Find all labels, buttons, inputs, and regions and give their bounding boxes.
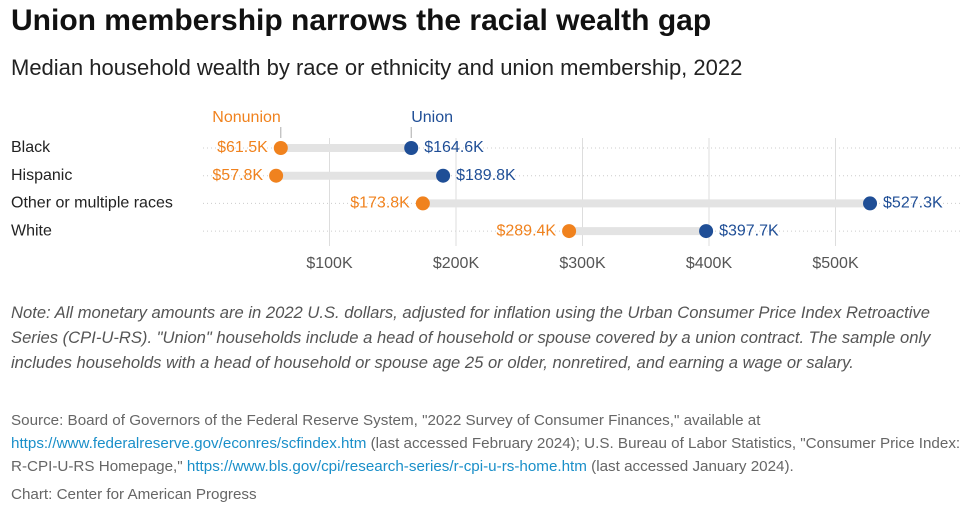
source-link[interactable]: https://www.bls.gov/cpi/research-series/… (186, 458, 587, 475)
x-tick-label: $100K (306, 255, 353, 272)
dot (699, 224, 714, 239)
category-label: White (11, 222, 52, 239)
value-label: $527.3K (883, 195, 943, 212)
value-label: $289.4K (496, 222, 556, 239)
x-tick-label: $500K (812, 255, 859, 272)
value-label: $164.6K (424, 139, 484, 156)
category-label: Other or multiple races (11, 195, 173, 212)
value-label: $189.8K (456, 167, 516, 184)
source-link[interactable]: https://www.federalreserve.gov/econres/s… (11, 435, 367, 452)
chart-title: Union membership narrows the racial weal… (11, 4, 712, 37)
value-label: $61.5K (217, 139, 268, 156)
dot (269, 168, 284, 183)
legend-label: Union (411, 109, 453, 126)
x-tick-label: $300K (559, 255, 606, 272)
credit: Chart: Center for American Progress (11, 486, 257, 503)
dot (863, 196, 878, 211)
dot (273, 141, 288, 155)
value-label: $397.7K (719, 222, 779, 239)
x-tick-label: $200K (433, 255, 480, 272)
source-text: (last accessed February 2024); U.S. Bure… (11, 435, 961, 475)
dot (415, 196, 430, 211)
source: Source: Board of Governors of the Federa… (11, 409, 971, 478)
value-label: $57.8K (212, 167, 263, 184)
chart: $100K $200K $300K $400K $500K Nonunion Union Bl… (11, 109, 962, 272)
value-label: $173.8K (350, 195, 410, 212)
x-tick-label: $400K (686, 255, 733, 272)
dot (404, 141, 419, 155)
dot (562, 224, 577, 239)
category-label: Hispanic (11, 167, 72, 184)
category-label: Black (11, 139, 51, 156)
chart-subtitle: Median household wealth by race or ethni… (11, 55, 743, 80)
note: Note: All monetary amounts are in 2022 U… (11, 303, 931, 372)
dot (436, 168, 451, 183)
source-text: (last accessed January 2024). (586, 458, 794, 475)
legend-label: Nonunion (212, 109, 281, 126)
source-text: Source: Board of Governors of the Federa… (11, 412, 761, 429)
